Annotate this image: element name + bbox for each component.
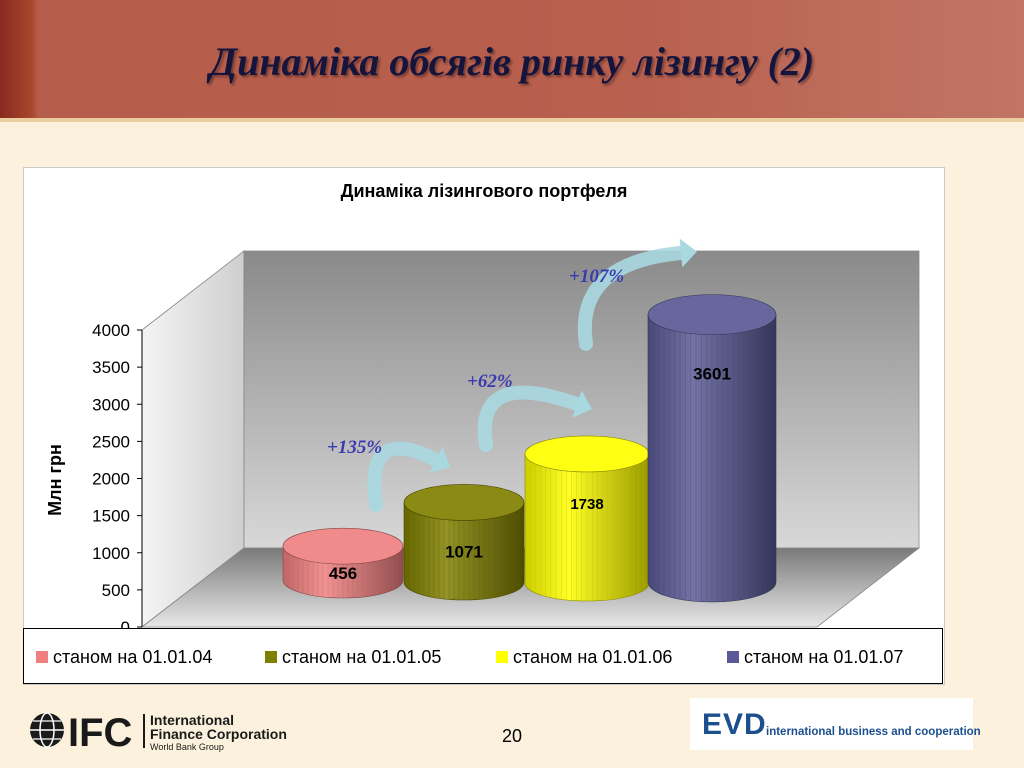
cylinder-top (403, 484, 525, 521)
cylinder-bar (647, 294, 777, 603)
growth-arrow-head (429, 447, 451, 473)
y-axis-label: Млн грн (45, 444, 65, 516)
growth-arrow (577, 246, 688, 351)
data-label: 3601 (693, 365, 731, 384)
growth-annotation: +62% (467, 371, 513, 392)
cylinder-bar (403, 484, 525, 601)
data-label: 456 (329, 564, 357, 583)
growth-arrow-head (679, 238, 697, 268)
cylinder-ribs (287, 553, 399, 598)
slide-header-band (0, 0, 1024, 118)
y-tick-label: 2500 (92, 432, 130, 451)
legend-swatch (727, 651, 739, 663)
cylinder-ribs (529, 461, 645, 601)
chart-title: Динаміка лізингового портфеля (341, 181, 628, 201)
slide-title: Динаміка обсягів ринку лізингу (2) (209, 39, 815, 84)
legend-label: станом на 01.01.06 (513, 647, 673, 667)
world-bank-globe-icon (30, 712, 64, 748)
chart-area: Динаміка лізингового портфеля 0 500 1000 150… (23, 167, 945, 685)
leasing-portfolio-chart: Динаміка лізингового портфеля 0 500 1000 150… (45, 181, 921, 637)
growth-arrow (367, 441, 443, 512)
growth-annotation: +135% (327, 437, 382, 458)
ifc-mark: IFC (68, 711, 132, 754)
cylinder-ribs (408, 509, 520, 600)
legend-swatch (36, 651, 48, 663)
y-tick-label: 0 (121, 618, 130, 637)
chart-legend: станом на 01.01.04 станом на 01.01.05 стан… (23, 628, 943, 684)
data-label: 1738 (570, 496, 603, 513)
cylinder-top (647, 294, 777, 335)
y-tick-label: 3000 (92, 395, 130, 414)
cylinder-ribs (653, 322, 771, 602)
legend-label: станом на 01.01.07 (744, 647, 904, 667)
growth-annotation: +107% (569, 266, 624, 287)
legend-item: станом на 01.01.04 (36, 647, 212, 668)
cylinder-bar (282, 527, 404, 599)
y-tick-label: 3500 (92, 358, 130, 377)
legend-label: станом на 01.01.04 (53, 647, 213, 667)
legend-swatch (265, 651, 277, 663)
y-tick-label: 1000 (92, 544, 130, 563)
evd-tagline: international business and cooperation (766, 726, 981, 738)
ifc-name-line2: Finance Corporation (150, 726, 287, 742)
growth-arrow (477, 385, 584, 452)
evd-mark: EVD (702, 708, 767, 741)
y-tick-label: 500 (102, 581, 130, 600)
legend-label: станом на 01.01.05 (282, 647, 442, 667)
legend-item: станом на 01.01.05 (265, 647, 441, 668)
y-tick-label: 4000 (92, 321, 130, 340)
page-number: 20 (501, 726, 523, 746)
legend-item: станом на 01.01.06 (496, 647, 672, 668)
ifc-name-line1: International (150, 712, 234, 728)
legend-swatch (496, 651, 508, 663)
y-tick-label: 2000 (92, 470, 130, 489)
ifc-logo: IFC International Finance Corporation Wo… (30, 711, 287, 754)
ifc-name-line3: World Bank Group (150, 742, 224, 752)
data-label: 1071 (445, 542, 483, 561)
evd-logo: EVD international business and cooperati… (690, 698, 981, 750)
cylinder-top (524, 435, 650, 473)
cylinder-top (282, 527, 404, 565)
y-tick-label: 1500 (92, 507, 130, 526)
legend-item: станом на 01.01.07 (727, 647, 903, 668)
growth-arrow-head (572, 390, 593, 418)
cylinder-bar (524, 435, 650, 602)
header-divider (0, 118, 1024, 122)
